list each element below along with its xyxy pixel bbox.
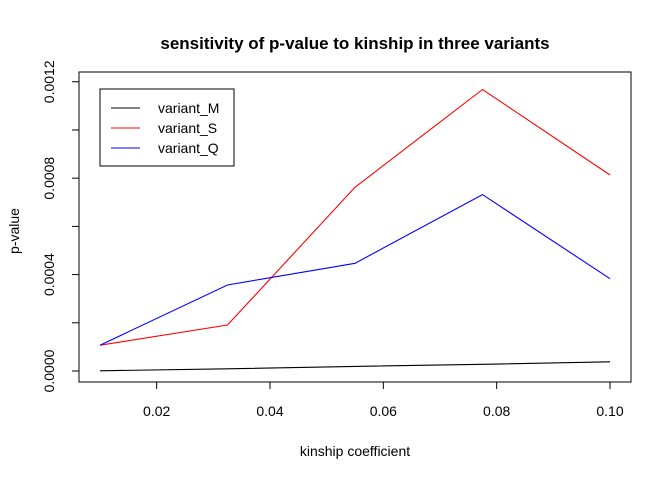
series-line-variant_Q [99, 193, 611, 346]
legend: variant_M variant_S variant_Q [99, 88, 235, 167]
y-tick-label: 0.0012 [41, 60, 57, 103]
series-line-variant_S [99, 88, 611, 346]
x-tick-label: 0.02 [143, 403, 170, 419]
y-tick-label: 0.0008 [41, 157, 57, 200]
x-axis-label: kinship coefficient [300, 443, 410, 459]
chart-title: sensitivity of p-value to kinship in thr… [160, 34, 549, 53]
x-axis: 0.02 0.04 0.06 0.08 0.10 [143, 381, 624, 419]
x-tick-label: 0.08 [483, 403, 510, 419]
x-tick-label: 0.04 [256, 403, 283, 419]
series-layer [99, 88, 611, 372]
y-axis-label: p-value [6, 208, 22, 254]
y-tick-label: 0.0000 [41, 349, 57, 392]
x-tick-label: 0.06 [370, 403, 397, 419]
legend-label: variant_S [158, 120, 217, 136]
y-tick-label: 0.0004 [41, 253, 57, 296]
y-axis: 0.0000 0.0004 0.0008 0.0012 [41, 60, 80, 392]
series-line-variant_M [99, 361, 611, 372]
legend-label: variant_M [158, 100, 219, 116]
x-tick-label: 0.10 [596, 403, 623, 419]
legend-label: variant_Q [158, 140, 219, 156]
